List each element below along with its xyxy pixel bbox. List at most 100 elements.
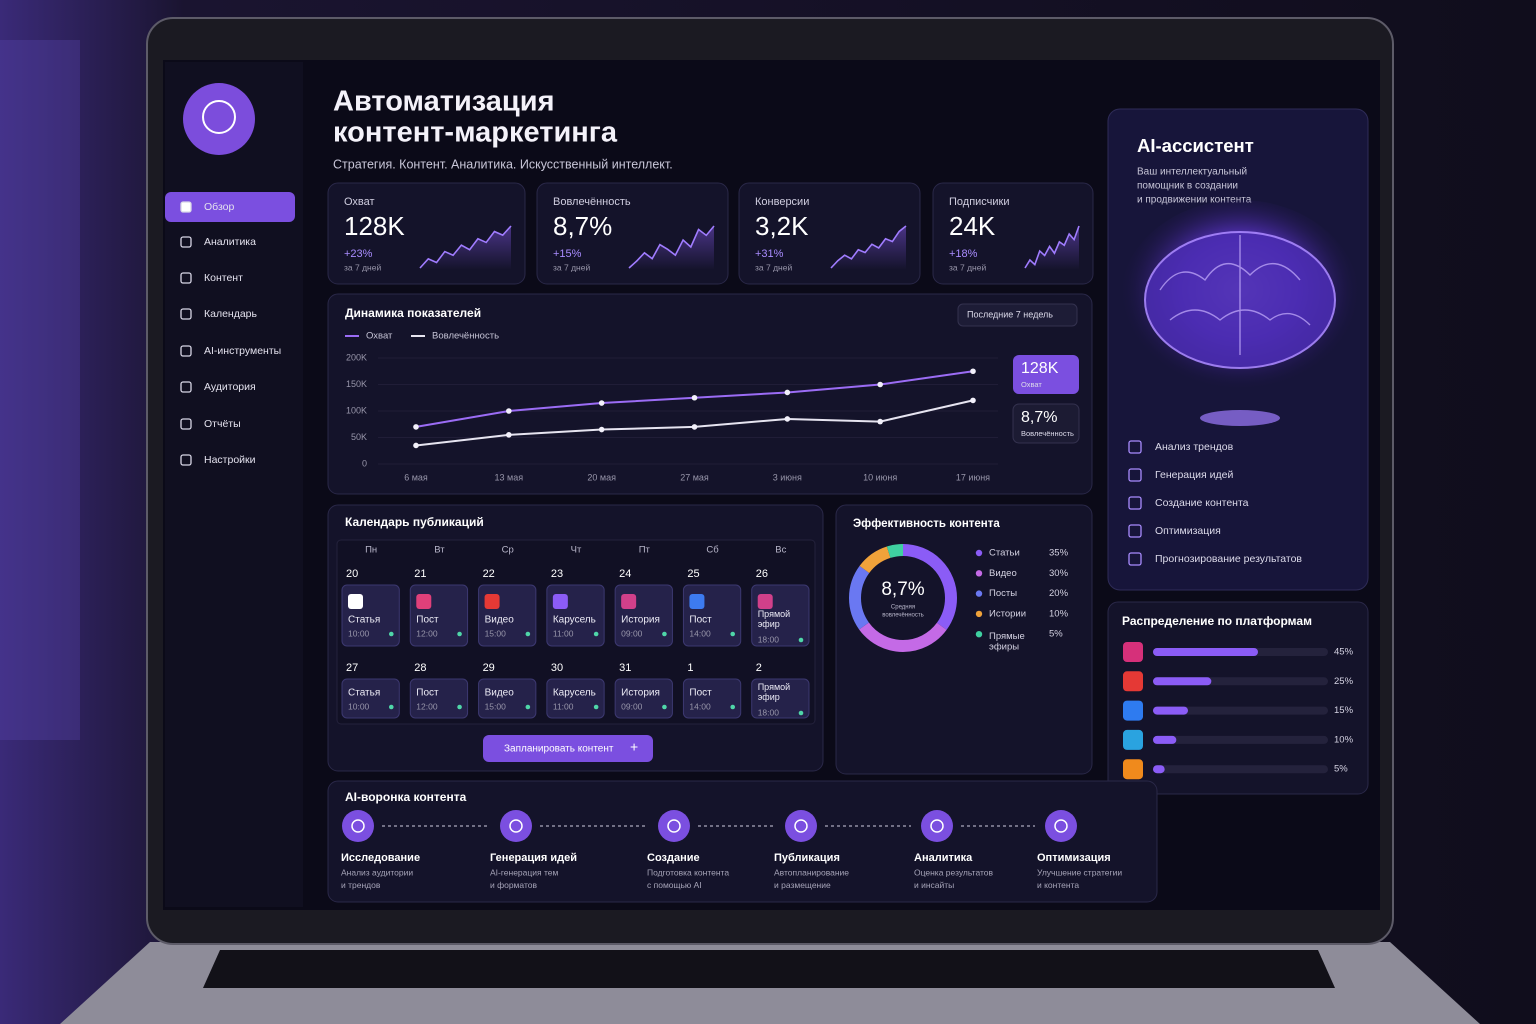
status-dot bbox=[662, 631, 667, 637]
data-point bbox=[413, 424, 419, 430]
post-icon bbox=[621, 594, 637, 609]
menu-item: Отчёты bbox=[204, 418, 241, 430]
post-type: Карусель bbox=[553, 688, 596, 699]
keyboard bbox=[203, 950, 1335, 988]
legend-label: Прямые эфиры bbox=[989, 630, 1027, 651]
post-type: Видео bbox=[485, 688, 515, 699]
platform-icon bbox=[1123, 671, 1143, 692]
post-type: Карусель bbox=[553, 615, 596, 626]
post-time: 11:00 bbox=[553, 701, 574, 711]
platform-icon bbox=[1123, 642, 1143, 662]
sidebar bbox=[165, 62, 303, 907]
post-type: История bbox=[621, 688, 660, 699]
post-card[interactable] bbox=[546, 678, 605, 719]
donut-label: Средняя bbox=[891, 605, 915, 611]
status-dot bbox=[525, 704, 531, 710]
post-card[interactable] bbox=[682, 678, 742, 719]
bar bbox=[1153, 735, 1177, 744]
menu-icon bbox=[180, 201, 192, 213]
status-dot bbox=[730, 631, 736, 637]
window-glow bbox=[0, 40, 80, 740]
day-number: 22 bbox=[483, 568, 495, 580]
menu-item: Контент bbox=[204, 272, 243, 284]
filter-dropdown[interactable] bbox=[957, 303, 1078, 327]
bar bbox=[1153, 648, 1258, 656]
legend-value: 10% bbox=[1049, 608, 1069, 619]
step-icon bbox=[921, 810, 953, 842]
day-number: 29 bbox=[483, 662, 495, 674]
feature-label: Прогнозирование результатов bbox=[1155, 553, 1302, 565]
post-icon bbox=[757, 594, 773, 609]
step-icon bbox=[658, 810, 690, 842]
status-dot bbox=[388, 631, 394, 637]
post-time: 14:00 bbox=[689, 628, 711, 638]
assistant-description: Ваш интеллектуальный bbox=[1137, 167, 1247, 178]
donut-segment bbox=[849, 544, 957, 652]
step-description: и трендов bbox=[341, 880, 381, 890]
bar-label: 25% bbox=[1334, 676, 1354, 687]
post-card[interactable] bbox=[614, 678, 673, 719]
step-title: Аналитика bbox=[914, 852, 973, 864]
post-time: 12:00 bbox=[416, 628, 438, 638]
data-point bbox=[691, 424, 698, 430]
post-type: Прямой эфир bbox=[758, 682, 793, 702]
post-time: 09:00 bbox=[621, 628, 643, 638]
weekday: Ср bbox=[502, 545, 514, 556]
donut-card bbox=[835, 504, 1093, 775]
status-dot bbox=[593, 631, 599, 637]
post-type: Прямой эфир bbox=[758, 609, 793, 629]
step-icon bbox=[785, 810, 817, 842]
step-description: Автопланирование bbox=[774, 867, 849, 877]
platform-icon bbox=[1123, 729, 1143, 750]
menu-item: AI-инструменты bbox=[204, 345, 281, 357]
schedule-button[interactable] bbox=[483, 735, 653, 762]
logo-icon bbox=[202, 100, 236, 134]
assistant-title: AI-ассистент bbox=[1137, 135, 1254, 156]
line-chart-card bbox=[327, 293, 1093, 495]
legend-dot bbox=[975, 570, 983, 577]
sparkline-area bbox=[1025, 226, 1079, 270]
kpi-value: 3,2K bbox=[755, 211, 809, 241]
feature-label: Анализ трендов bbox=[1155, 441, 1234, 453]
step-glyph bbox=[794, 819, 808, 833]
bar-label: 15% bbox=[1334, 705, 1354, 716]
post-time: 09:00 bbox=[621, 701, 643, 711]
kpi-period: за 7 дней bbox=[344, 262, 381, 272]
post-card[interactable] bbox=[409, 678, 469, 719]
day-number: 25 bbox=[687, 568, 699, 580]
page-subtitle: Стратегия. Контент. Аналитика. Искусстве… bbox=[333, 157, 673, 171]
bar-track bbox=[1153, 706, 1328, 715]
status-dot bbox=[798, 710, 804, 716]
brain-base-glow bbox=[1200, 410, 1280, 426]
page-title: Автоматизация bbox=[333, 86, 555, 118]
calendar-title: Календарь публикаций bbox=[345, 515, 484, 529]
sparkline-area bbox=[629, 226, 714, 270]
post-time: 11:00 bbox=[553, 628, 574, 638]
post-time: 14:00 bbox=[689, 701, 711, 711]
menu-item: Аудитория bbox=[204, 381, 256, 393]
platform-icon bbox=[1123, 700, 1143, 721]
step-glyph bbox=[509, 819, 523, 833]
platform-icon bbox=[1123, 759, 1143, 780]
callout bbox=[1012, 403, 1080, 444]
legend-value: 30% bbox=[1049, 568, 1069, 579]
y-tick-label: 0 bbox=[362, 458, 367, 468]
post-time: 18:00 bbox=[758, 707, 780, 717]
page-title: контент-маркетинга bbox=[333, 117, 618, 149]
y-tick-label: 200K bbox=[346, 352, 367, 362]
post-card[interactable] bbox=[341, 678, 400, 719]
y-tick-label: 50K bbox=[351, 432, 367, 442]
post-card[interactable] bbox=[478, 678, 537, 719]
x-tick-label: 3 июня bbox=[773, 472, 802, 482]
data-point bbox=[784, 389, 791, 396]
step-icon bbox=[342, 810, 374, 842]
callout-value: 8,7% bbox=[1021, 409, 1057, 426]
y-tick-label: 150K bbox=[346, 379, 367, 389]
data-point bbox=[970, 368, 976, 375]
step-description: Оценка результатов bbox=[914, 867, 994, 877]
day-number: 30 bbox=[551, 662, 563, 674]
post-card[interactable] bbox=[751, 678, 810, 719]
legend-label: Видео bbox=[989, 568, 1017, 579]
kpi-period: за 7 дней bbox=[553, 262, 590, 272]
data-point bbox=[506, 432, 512, 438]
